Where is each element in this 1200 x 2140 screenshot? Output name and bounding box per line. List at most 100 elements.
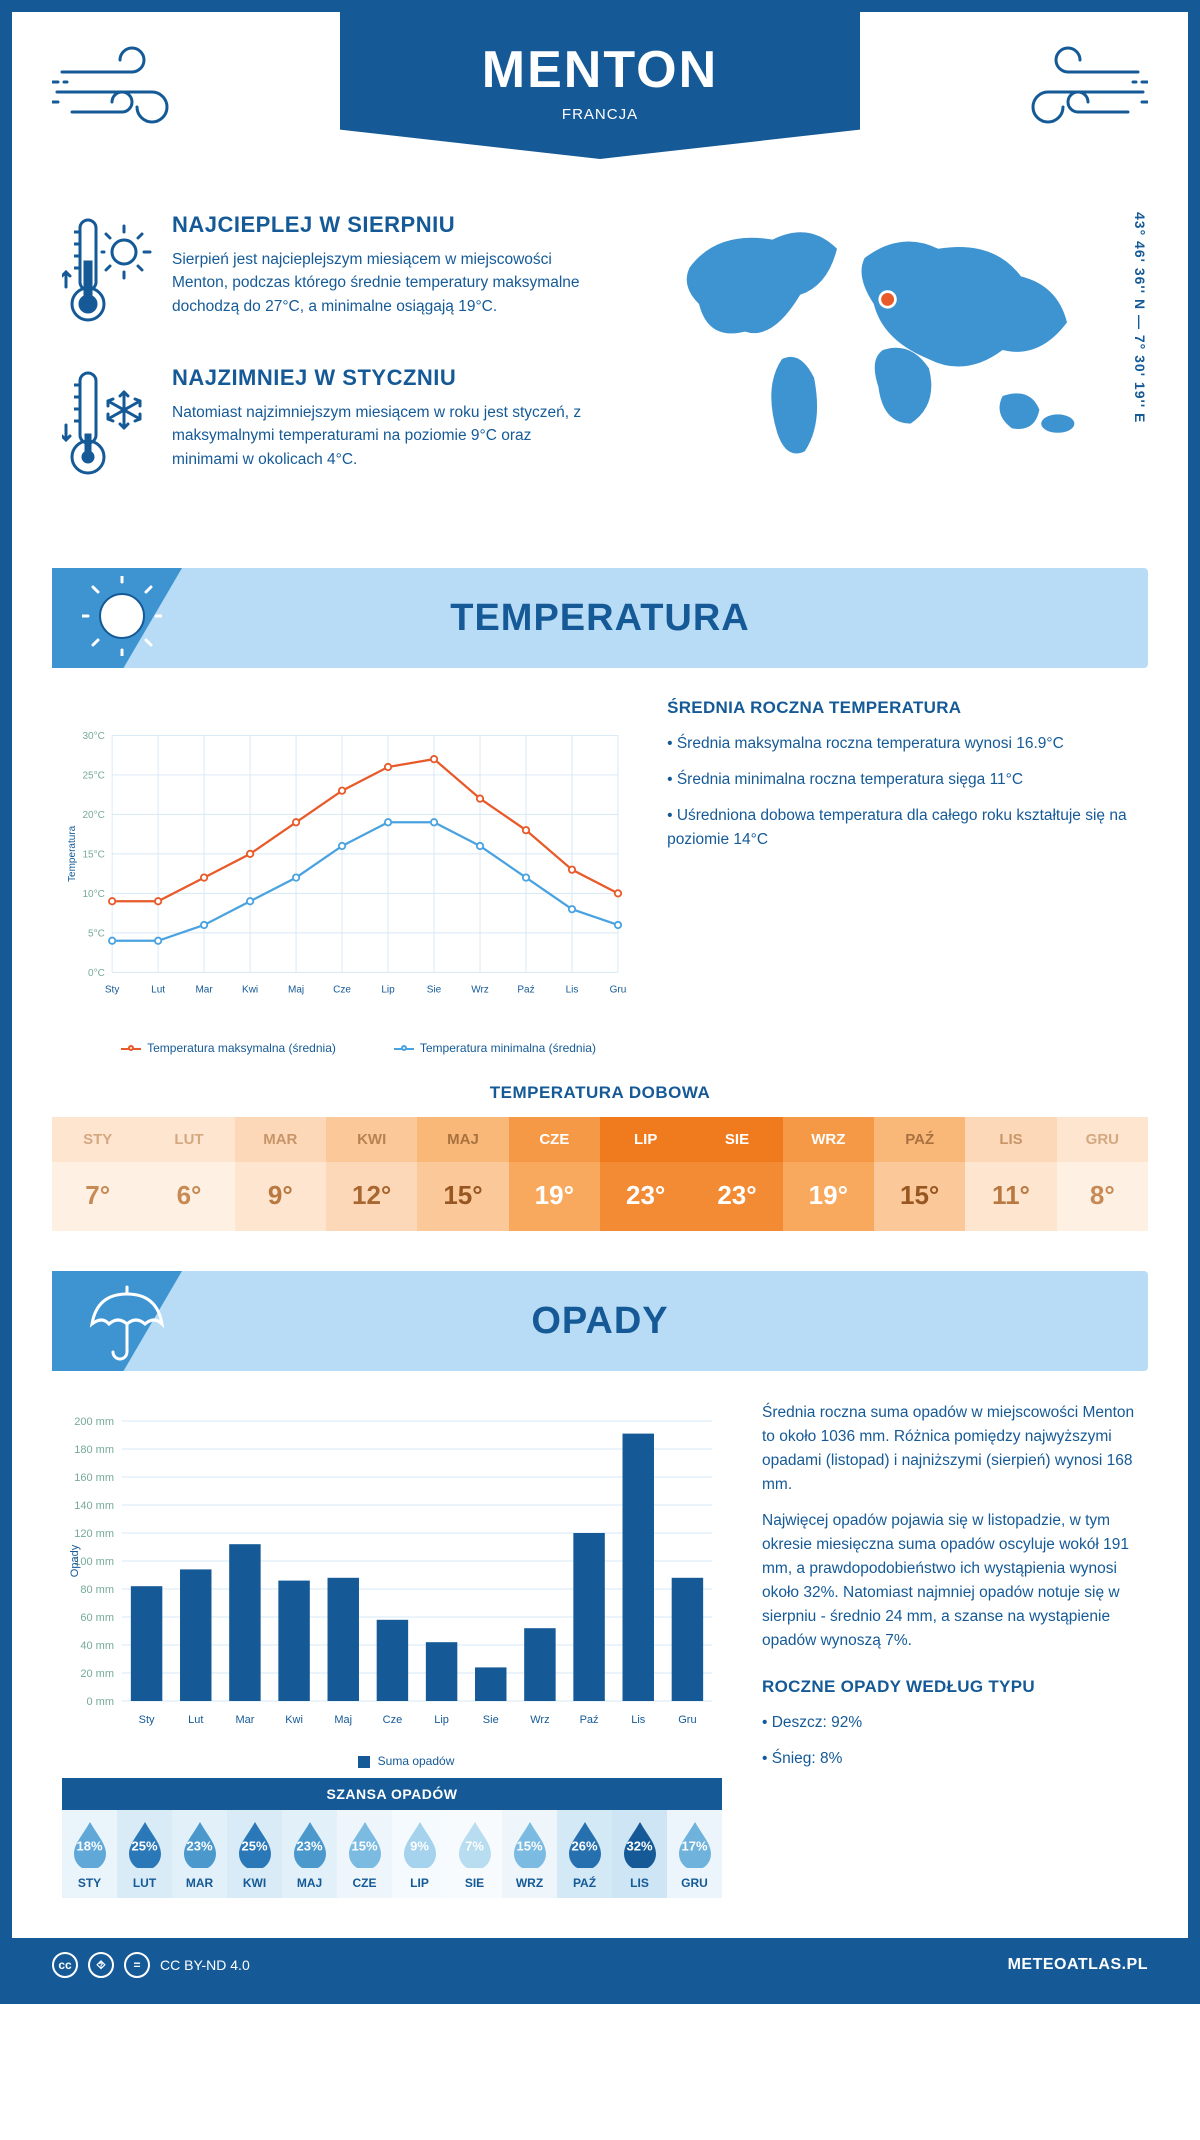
daily-value: 7° (52, 1162, 143, 1231)
temp-bullet: Średnia minimalna roczna temperatura się… (667, 768, 1138, 792)
coordinates: 43° 46' 36'' N — 7° 30' 19'' E (1132, 212, 1148, 423)
daily-month: LIS (965, 1117, 1056, 1162)
svg-text:140 mm: 140 mm (74, 1500, 114, 1512)
fact-warm-text: Sierpień jest najcieplejszym miesiącem w… (172, 248, 598, 318)
daily-month: LUT (143, 1117, 234, 1162)
section-precip-header: OPADY (52, 1271, 1148, 1371)
chance-cell: 32% LIS (612, 1810, 667, 1898)
daily-value: 11° (965, 1162, 1056, 1231)
precipitation-bar-chart: 0 mm20 mm40 mm60 mm80 mm100 mm120 mm140 … (62, 1401, 722, 1768)
svg-text:Gru: Gru (678, 1714, 696, 1726)
temperature-summary: ŚREDNIA ROCZNA TEMPERATURA Średnia maksy… (667, 698, 1138, 1055)
temp-bullet: Uśredniona dobowa temperatura dla całego… (667, 804, 1138, 852)
svg-text:20 mm: 20 mm (80, 1668, 114, 1680)
raindrop-icon: 25% (125, 1820, 165, 1868)
daily-month: SIE (691, 1117, 782, 1162)
legend-item: Temperatura maksymalna (średnia) (93, 1041, 336, 1055)
svg-text:15°C: 15°C (82, 850, 104, 861)
svg-text:Sie: Sie (483, 1714, 499, 1726)
daily-value: 23° (691, 1162, 782, 1231)
temp-summary-title: ŚREDNIA ROCZNA TEMPERATURA (667, 698, 1138, 718)
nd-icon: = (124, 1952, 150, 1978)
svg-text:Mar: Mar (235, 1714, 254, 1726)
fact-cold-text: Natomiast najzimniejszym miesiącem w rok… (172, 401, 598, 471)
thermometer-snow-icon (62, 365, 152, 490)
daily-value: 15° (417, 1162, 508, 1231)
svg-text:0 mm: 0 mm (87, 1696, 115, 1708)
raindrop-icon: 7% (455, 1820, 495, 1868)
facts-row: NAJCIEPLEJ W SIERPNIU Sierpień jest najc… (12, 202, 1188, 548)
daily-value: 6° (143, 1162, 234, 1231)
raindrop-icon: 17% (675, 1820, 715, 1868)
precip-paragraph: Średnia roczna suma opadów w miejscowośc… (762, 1401, 1138, 1497)
daily-month: STY (52, 1117, 143, 1162)
svg-text:Temperatura: Temperatura (67, 825, 78, 882)
city-name: MENTON (360, 40, 840, 100)
fact-warmest: NAJCIEPLEJ W SIERPNIU Sierpień jest najc… (62, 212, 598, 337)
wind-decoration-left (52, 42, 202, 142)
daily-value: 19° (783, 1162, 874, 1231)
chance-cell: 23% MAR (172, 1810, 227, 1898)
chance-cell: 25% KWI (227, 1810, 282, 1898)
daily-month: CZE (509, 1117, 600, 1162)
svg-text:10°C: 10°C (82, 889, 104, 900)
raindrop-icon: 18% (70, 1820, 110, 1868)
daily-month: KWI (326, 1117, 417, 1162)
svg-text:200 mm: 200 mm (74, 1416, 114, 1428)
svg-text:0°C: 0°C (88, 968, 105, 979)
precipitation-chance-table: SZANSA OPADÓW 18% STY 25% LUT 23% MAR 25… (62, 1778, 722, 1898)
svg-text:Maj: Maj (288, 984, 304, 995)
raindrop-icon: 23% (290, 1820, 330, 1868)
svg-text:Wrz: Wrz (530, 1714, 549, 1726)
bytype-item: Deszcz: 92% (762, 1711, 1138, 1735)
chance-cell: 7% SIE (447, 1810, 502, 1898)
sun-icon (82, 576, 162, 661)
daily-month: WRZ (783, 1117, 874, 1162)
svg-text:180 mm: 180 mm (74, 1444, 114, 1456)
raindrop-icon: 23% (180, 1820, 220, 1868)
chance-cell: 17% GRU (667, 1810, 722, 1898)
svg-text:Cze: Cze (333, 984, 351, 995)
chance-title: SZANSA OPADÓW (62, 1778, 722, 1810)
svg-text:Kwi: Kwi (242, 984, 258, 995)
daily-temperature-table: STYLUTMARKWIMAJCZELIPSIEWRZPAŹLISGRU7°6°… (52, 1117, 1148, 1231)
raindrop-icon: 26% (565, 1820, 605, 1868)
section-temperature-header: TEMPERATURA (52, 568, 1148, 668)
daily-value: 15° (874, 1162, 965, 1231)
daily-value: 19° (509, 1162, 600, 1231)
fact-cold-title: NAJZIMNIEJ W STYCZNIU (172, 365, 598, 391)
chance-cell: 25% LUT (117, 1810, 172, 1898)
cc-icon: cc (52, 1952, 78, 1978)
country-name: FRANCJA (360, 106, 840, 123)
raindrop-icon: 25% (235, 1820, 275, 1868)
svg-text:20°C: 20°C (82, 810, 104, 821)
daily-month: GRU (1057, 1117, 1148, 1162)
svg-text:Maj: Maj (334, 1714, 352, 1726)
svg-text:Cze: Cze (383, 1714, 403, 1726)
chance-cell: 15% CZE (337, 1810, 392, 1898)
svg-text:Kwi: Kwi (285, 1714, 303, 1726)
chance-cell: 9% LIP (392, 1810, 447, 1898)
svg-text:Sie: Sie (427, 984, 442, 995)
daily-value: 8° (1057, 1162, 1148, 1231)
daily-month: MAR (235, 1117, 326, 1162)
daily-value: 12° (326, 1162, 417, 1231)
license: cc ⯑ = CC BY-ND 4.0 (52, 1952, 250, 1978)
daily-value: 9° (235, 1162, 326, 1231)
daily-month: MAJ (417, 1117, 508, 1162)
svg-text:Paź: Paź (517, 984, 534, 995)
svg-text:30°C: 30°C (82, 731, 104, 742)
svg-text:Gru: Gru (610, 984, 627, 995)
temperature-line-chart: 0°C5°C10°C15°C20°C25°C30°CStyLutMarKwiMa… (62, 698, 627, 1055)
thermometer-sun-icon (62, 212, 152, 337)
raindrop-icon: 9% (400, 1820, 440, 1868)
svg-text:Sty: Sty (139, 1714, 155, 1726)
world-map: 43° 46' 36'' N — 7° 30' 19'' E (628, 212, 1138, 518)
umbrella-icon (82, 1279, 172, 1374)
fact-warm-title: NAJCIEPLEJ W SIERPNIU (172, 212, 598, 238)
legend-item: Temperatura minimalna (średnia) (366, 1041, 596, 1055)
svg-text:Lis: Lis (631, 1714, 646, 1726)
by-icon: ⯑ (88, 1952, 114, 1978)
svg-text:60 mm: 60 mm (80, 1612, 114, 1624)
daily-month: PAŹ (874, 1117, 965, 1162)
